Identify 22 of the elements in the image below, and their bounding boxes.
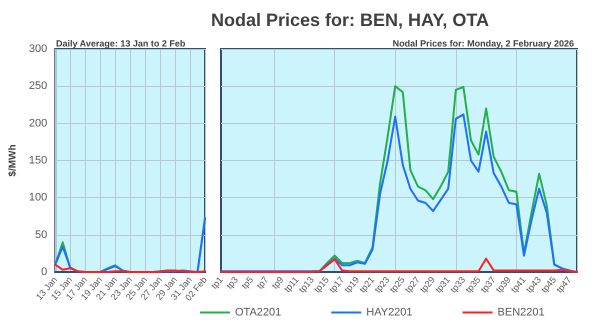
y-tick-label: 300 (28, 43, 48, 55)
chart-title: Nodal Prices for: BEN, HAY, OTA (210, 10, 490, 30)
x-tick-label: tp3 (224, 274, 240, 291)
x-tick-label: tp41 (508, 274, 528, 295)
x-tick-label: tp7 (254, 274, 270, 291)
y-axis-title: $/MWh (8, 144, 18, 177)
chart-subtitle: Daily Average: 13 Jan to 2 Feb (56, 38, 186, 48)
x-tick-label: tp1 (209, 274, 225, 291)
legend-label: HAY2201 (366, 306, 413, 318)
legend-label: BEN2201 (498, 306, 545, 318)
chart-subtitle: Nodal Prices for: Monday, 2 February 2026 (392, 38, 574, 48)
y-tick-label: 150 (28, 154, 48, 166)
x-tick-label: tp9 (270, 274, 286, 291)
y-tick-label: 50 (35, 228, 48, 241)
y-tick-label: 200 (28, 117, 48, 130)
x-tick-label: tp21 (357, 274, 376, 295)
y-tick-label: 0 (41, 266, 48, 278)
y-tick-label: 100 (28, 192, 48, 204)
y-tick-label: 250 (28, 80, 48, 92)
line-series (54, 264, 206, 273)
legend-label: OTA2201 (235, 306, 282, 318)
x-tick-label: tp5 (239, 274, 256, 291)
